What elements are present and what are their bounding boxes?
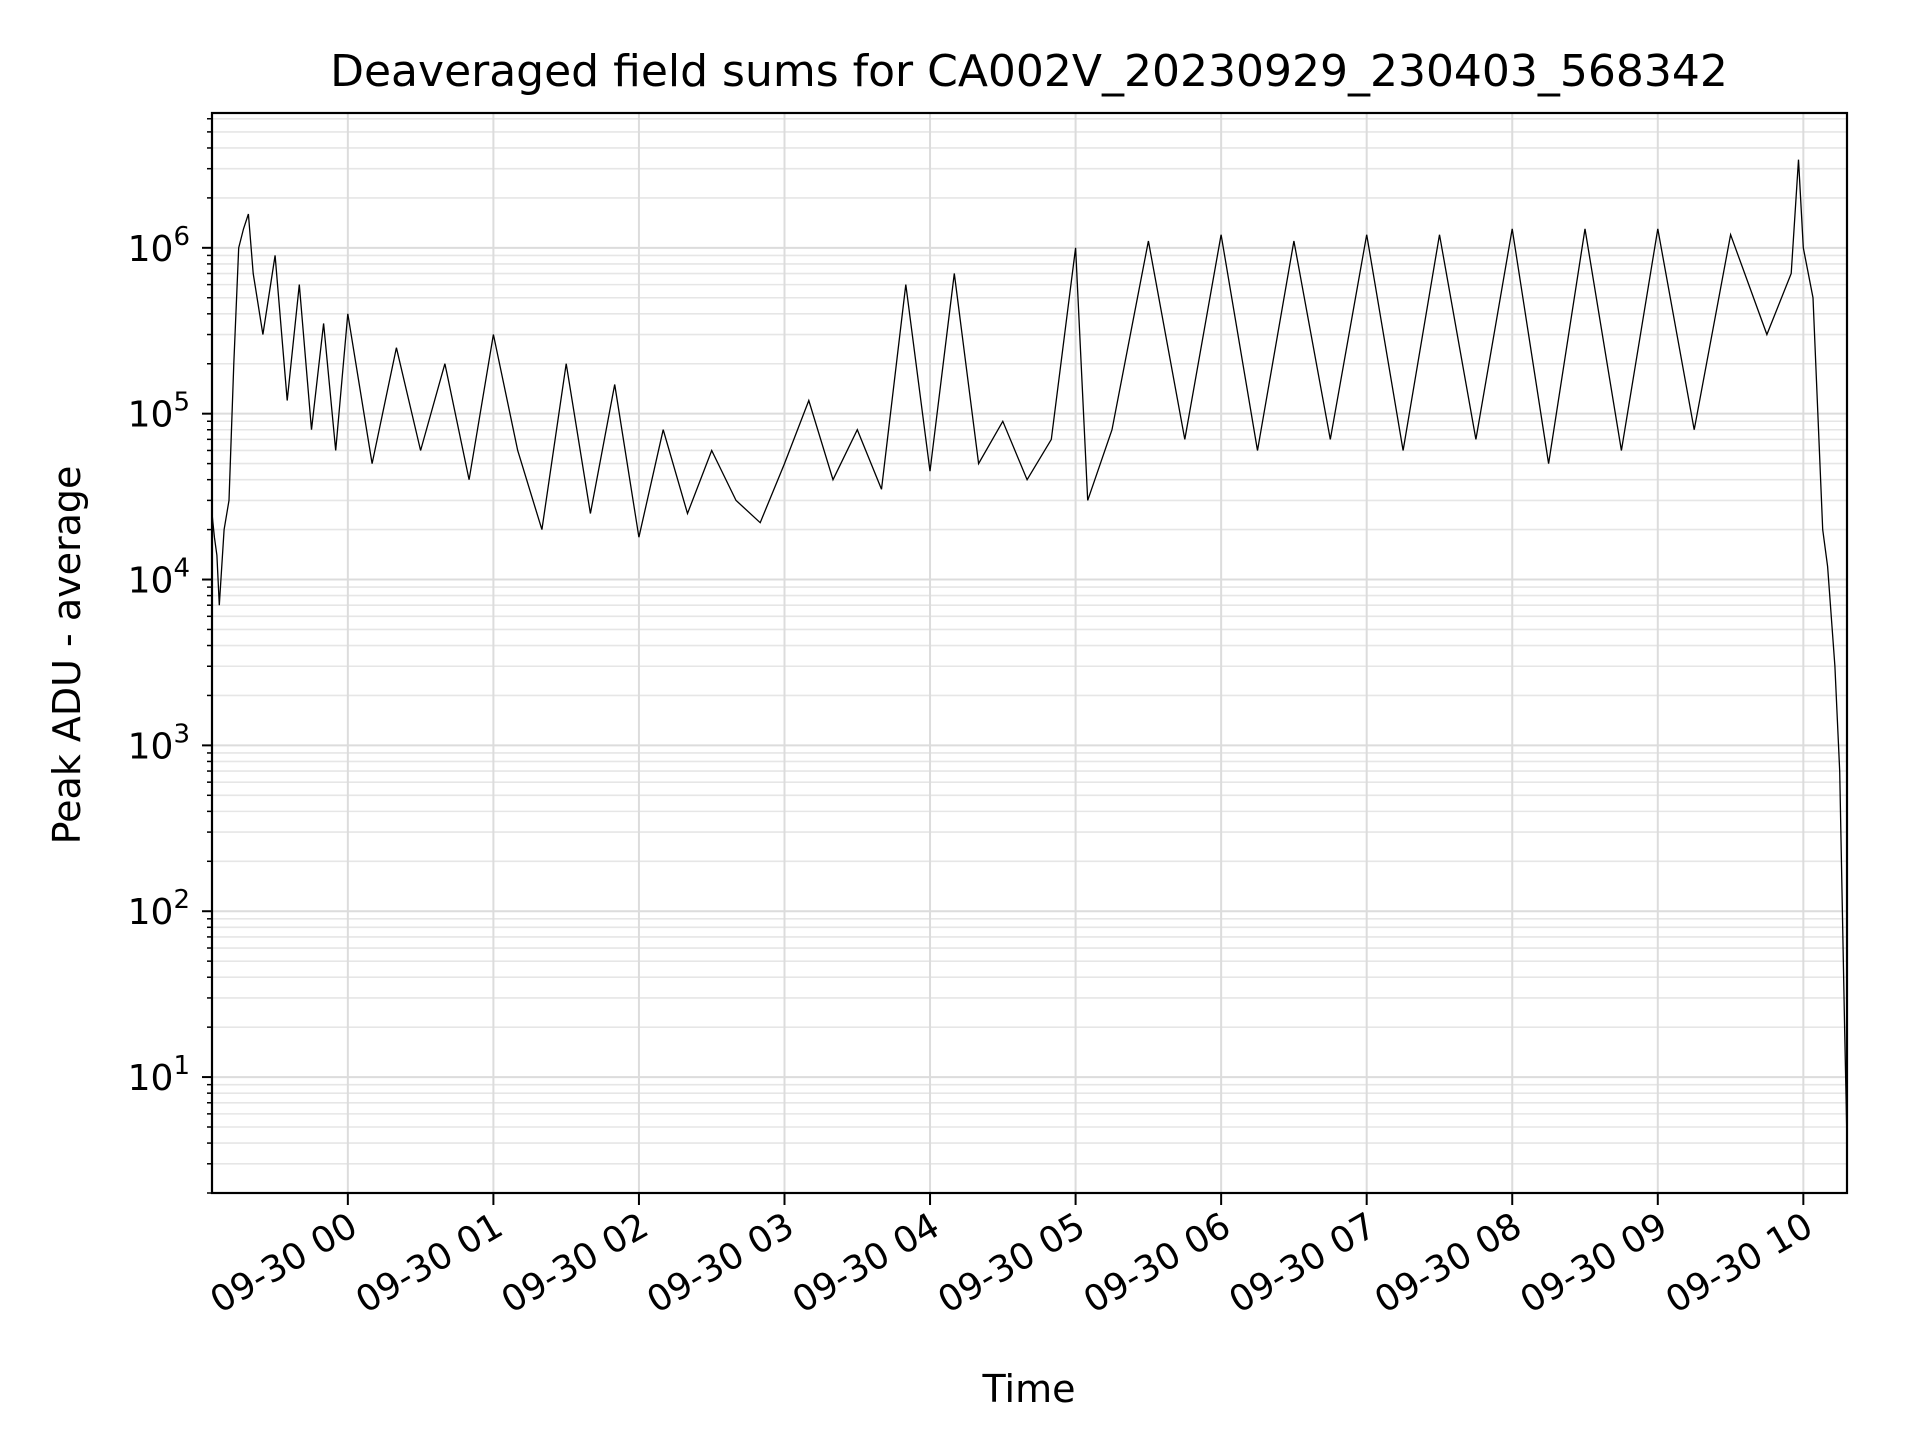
chart-title: Deaveraged field sums for CA002V_2023092… <box>330 46 1728 97</box>
grid <box>212 113 1847 1194</box>
y-axis-label: Peak ADU - average <box>45 466 89 845</box>
plot-frame <box>210 111 1849 1195</box>
x-tick-label: 09-30 00 <box>204 1205 365 1321</box>
series-line <box>211 159 1848 1144</box>
x-tick-label: 09-30 08 <box>1368 1205 1529 1321</box>
x-tick-label: 09-30 06 <box>1077 1205 1238 1321</box>
y-tick-label: 105 <box>128 388 190 436</box>
x-tick-label: 09-30 01 <box>349 1205 510 1321</box>
y-tick-label: 103 <box>128 719 190 767</box>
x-axis-label: Time <box>982 1367 1076 1411</box>
x-tick-label: 09-30 02 <box>495 1205 656 1321</box>
x-tick-label: 09-30 07 <box>1223 1205 1384 1321</box>
y-tick-label: 102 <box>128 885 190 933</box>
y-tick-label: 101 <box>128 1051 190 1099</box>
y-tick-label: 104 <box>128 554 190 602</box>
x-tick-label: 09-30 03 <box>640 1205 801 1321</box>
y-tick-label: 106 <box>128 222 190 270</box>
x-tick-label: 09-30 09 <box>1514 1205 1675 1321</box>
x-tick-label: 09-30 04 <box>786 1205 947 1321</box>
x-tick-label: 09-30 05 <box>931 1205 1092 1321</box>
x-tick-label: 09-30 10 <box>1659 1205 1820 1321</box>
